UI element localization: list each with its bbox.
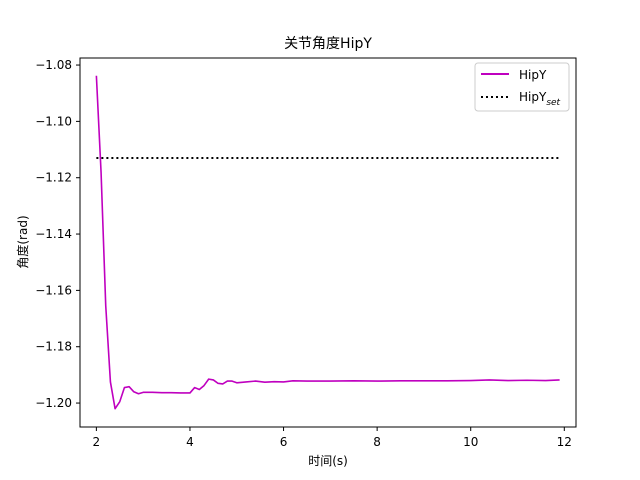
x-tick-label: 6 bbox=[280, 435, 288, 449]
y-tick-label: −1.12 bbox=[35, 171, 72, 185]
x-axis: 2 4 6 8 10 12 bbox=[93, 427, 572, 449]
series-layer bbox=[95, 75, 560, 410]
legend-label-hipy: HipY bbox=[519, 68, 547, 82]
y-tick-label: −1.08 bbox=[35, 58, 72, 72]
axes-background bbox=[80, 58, 576, 427]
x-tick-label: 4 bbox=[186, 435, 194, 449]
x-tick-label: 10 bbox=[463, 435, 478, 449]
legend-label-hipy-set: HipYset bbox=[519, 90, 561, 108]
legend: HipY HipYset bbox=[474, 62, 570, 112]
y-tick-label: −1.18 bbox=[35, 340, 72, 354]
x-tick-label: 12 bbox=[557, 435, 572, 449]
series-line-hipy bbox=[95, 75, 560, 410]
plot-area bbox=[79, 57, 577, 428]
x-axis-label: 时间(s) bbox=[308, 454, 348, 468]
y-tick-label: −1.16 bbox=[35, 283, 72, 297]
y-axis: −1.08 −1.10 −1.12 −1.14 −1.16 −1.18 −1.20 bbox=[35, 58, 80, 410]
y-axis-label: 角度(rad) bbox=[15, 215, 30, 268]
y-tick-label: −1.14 bbox=[35, 227, 72, 241]
x-tick-label: 8 bbox=[373, 435, 381, 449]
y-tick-label: −1.10 bbox=[35, 114, 72, 128]
legend-label-hipy-set-subscript: set bbox=[546, 98, 560, 108]
axes-frame bbox=[79, 57, 577, 428]
y-tick-label: −1.20 bbox=[35, 396, 72, 410]
x-tick-label: 2 bbox=[93, 435, 101, 449]
legend-label-hipy-set-main: HipY bbox=[519, 90, 547, 104]
chart-title: 关节角度HipY bbox=[284, 36, 372, 52]
